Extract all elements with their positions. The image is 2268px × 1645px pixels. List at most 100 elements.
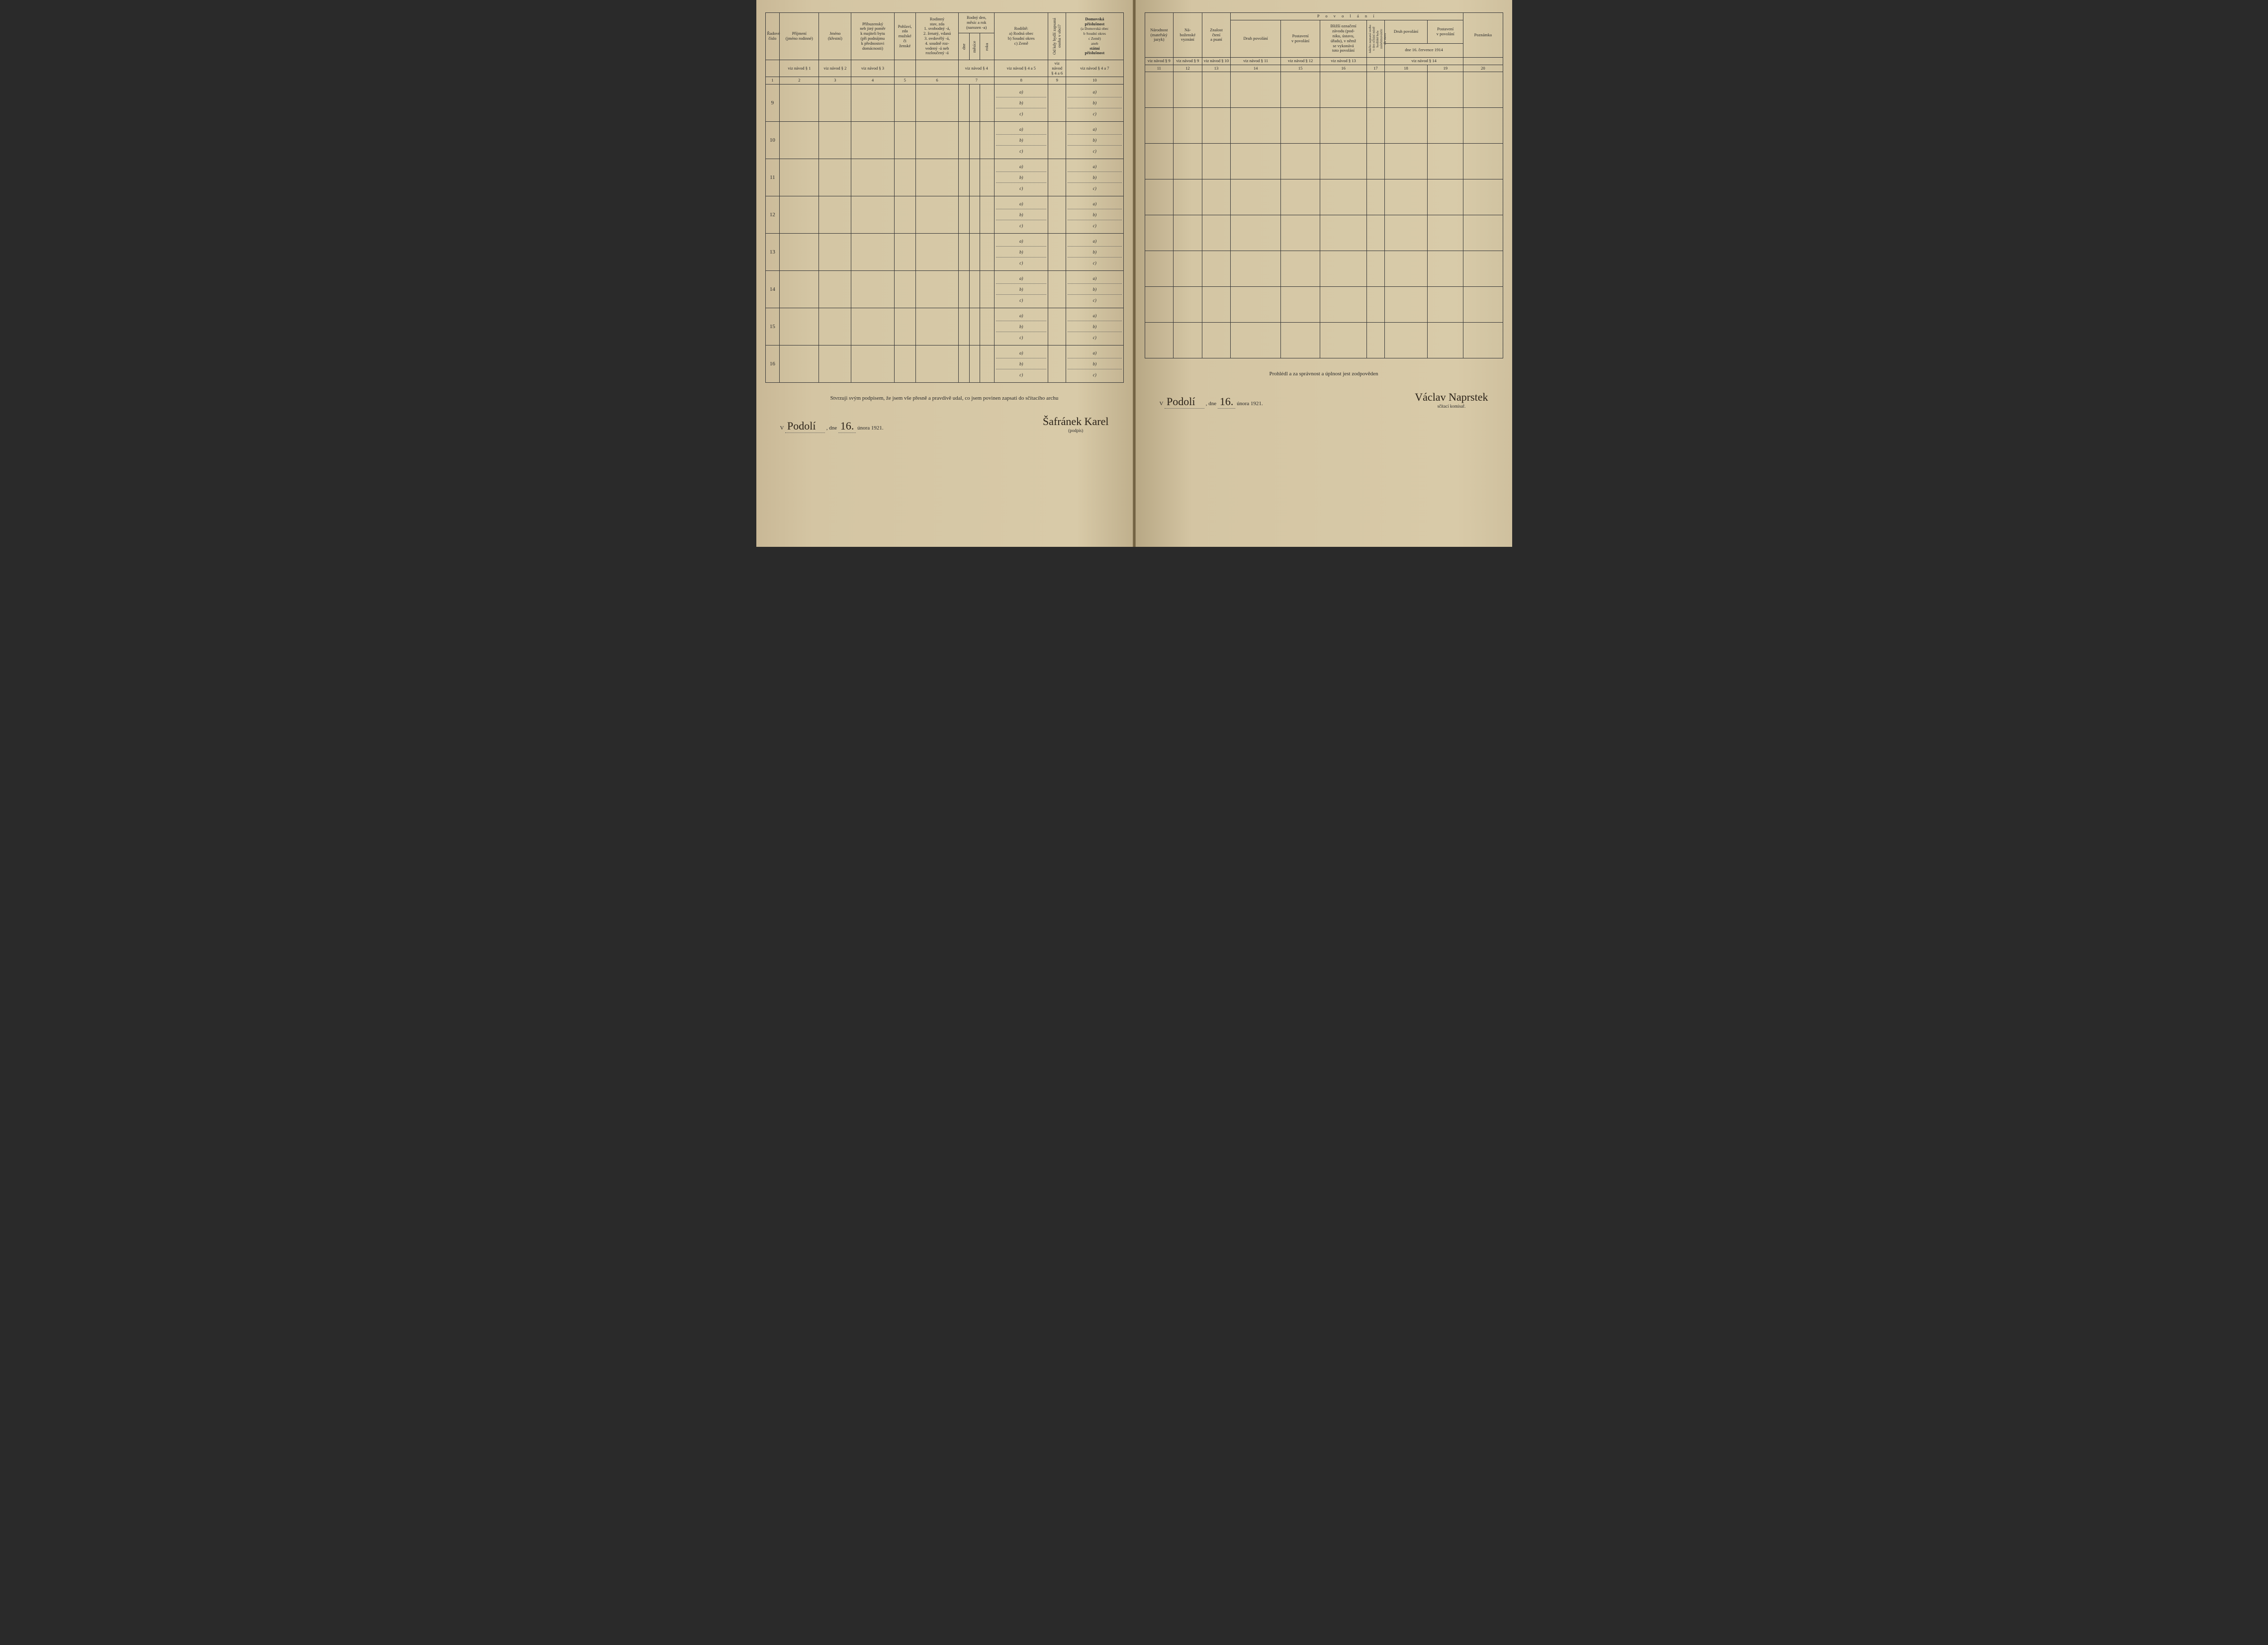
- empty-cell: [1281, 215, 1320, 251]
- empty-cell: [1463, 287, 1503, 323]
- table-row: 15a)b)c)a)b)c): [765, 308, 1123, 346]
- right-signature-block: Václav Naprstek sčítací komisař.: [1415, 391, 1488, 409]
- empty-cell: [894, 308, 915, 346]
- sub-line: a): [996, 273, 1046, 284]
- sub-line: a): [996, 124, 1046, 135]
- num9: 9: [1048, 77, 1066, 85]
- row-number: 15: [765, 308, 780, 346]
- empty-cell: [980, 196, 995, 234]
- domicile-cell: a)b)c): [1066, 159, 1123, 196]
- empty-cell: [1145, 251, 1174, 287]
- num7: 7: [959, 77, 995, 85]
- empty-cell: [1048, 346, 1066, 383]
- col18-19-sub: dne 16. července 1914: [1384, 43, 1463, 57]
- empty-cell: [819, 122, 851, 159]
- sub-line: b): [996, 209, 1046, 220]
- sub-line: c): [1068, 220, 1121, 231]
- empty-cell: [959, 346, 970, 383]
- empty-cell: [780, 122, 819, 159]
- empty-cell: [1366, 179, 1384, 215]
- sub-line: c): [1068, 183, 1121, 194]
- empty-cell: [1320, 323, 1367, 358]
- ref8: viz návod § 4 a 5: [995, 60, 1048, 77]
- col20-header: Poznámka: [1463, 13, 1503, 58]
- empty-cell: [819, 159, 851, 196]
- right-census-table: Národnost(mateřskýjazyk) Ná-boženskévyzn…: [1145, 12, 1503, 358]
- empty-cell: [1281, 287, 1320, 323]
- empty-cell: [915, 159, 958, 196]
- sub-line: c): [996, 295, 1046, 306]
- empty-cell: [1231, 251, 1281, 287]
- empty-cell: [915, 85, 958, 122]
- sub-line: b): [1068, 172, 1121, 183]
- empty-cell: [851, 159, 894, 196]
- left-place-date: V Podolí , dne 16. února 1921.: [780, 420, 884, 433]
- sub-line: c): [1068, 146, 1121, 157]
- empty-cell: [1174, 108, 1202, 144]
- empty-cell: [1145, 323, 1174, 358]
- empty-cell: [980, 308, 995, 346]
- empty-cell: [1366, 144, 1384, 179]
- empty-cell: [1463, 108, 1503, 144]
- left-day: 16.: [838, 420, 856, 433]
- empty-cell: [894, 196, 915, 234]
- empty-cell: [969, 159, 980, 196]
- sub-line: b): [1068, 97, 1121, 108]
- num19: 19: [1428, 65, 1463, 72]
- empty-cell: [780, 234, 819, 271]
- empty-cell: [915, 308, 958, 346]
- ref13: viz návod § 10: [1202, 57, 1231, 65]
- table-row: 10a)b)c)a)b)c): [765, 122, 1123, 159]
- birthplace-cell: a)b)c): [995, 196, 1048, 234]
- empty-cell: [1281, 144, 1320, 179]
- empty-cell: [1231, 144, 1281, 179]
- sub-line: c): [996, 332, 1046, 343]
- empty-cell: [1174, 144, 1202, 179]
- empty-cell: [1384, 179, 1427, 215]
- birthplace-cell: a)b)c): [995, 85, 1048, 122]
- empty-cell: [819, 346, 851, 383]
- col15-header: Postavenív povolání: [1281, 20, 1320, 57]
- empty-cell: [980, 85, 995, 122]
- ref7: viz návod § 4: [959, 60, 995, 77]
- sub-line: b): [1068, 321, 1121, 332]
- empty-cell: [1428, 215, 1463, 251]
- empty-cell: [1145, 108, 1174, 144]
- empty-cell: [819, 85, 851, 122]
- table-row: 11a)b)c)a)b)c): [765, 159, 1123, 196]
- empty-cell: [980, 159, 995, 196]
- left-signature-block: Šafránek Karel (podpis): [1043, 415, 1109, 433]
- empty-cell: [1366, 287, 1384, 323]
- row-number: 16: [765, 346, 780, 383]
- empty-cell: [1202, 144, 1231, 179]
- empty-cell: [969, 271, 980, 308]
- empty-cell: [1428, 108, 1463, 144]
- empty-cell: [1384, 215, 1427, 251]
- sub-line: c): [1068, 295, 1121, 306]
- right-footer-line: V Podolí , dne 16. února 1921. Václav Na…: [1145, 391, 1503, 409]
- num16: 16: [1320, 65, 1367, 72]
- table-row: [1145, 72, 1503, 108]
- table-row: [1145, 108, 1503, 144]
- left-refs-row: viz návod § 1 viz návod § 2 viz návod § …: [765, 60, 1123, 77]
- table-row: 9a)b)c)a)b)c): [765, 85, 1123, 122]
- col8-header: Rodiště:a) Rodná obecb) Soudní okresc) Z…: [995, 13, 1048, 60]
- ref9: viznávod§ 4 a 6: [1048, 60, 1066, 77]
- empty-cell: [1366, 323, 1384, 358]
- empty-cell: [1366, 108, 1384, 144]
- empty-cell: [959, 196, 970, 234]
- empty-cell: [894, 159, 915, 196]
- left-footer-line: V Podolí , dne 16. února 1921. Šafránek …: [765, 415, 1124, 433]
- row-number: 13: [765, 234, 780, 271]
- empty-cell: [1384, 72, 1427, 108]
- empty-cell: [1202, 287, 1231, 323]
- table-row: [1145, 144, 1503, 179]
- empty-cell: [1145, 72, 1174, 108]
- domicile-cell: a)b)c): [1066, 196, 1123, 234]
- num3: 3: [819, 77, 851, 85]
- num17: 17: [1366, 65, 1384, 72]
- empty-cell: [1428, 287, 1463, 323]
- empty-cell: [1463, 72, 1503, 108]
- row-number: 10: [765, 122, 780, 159]
- empty-cell: [1281, 179, 1320, 215]
